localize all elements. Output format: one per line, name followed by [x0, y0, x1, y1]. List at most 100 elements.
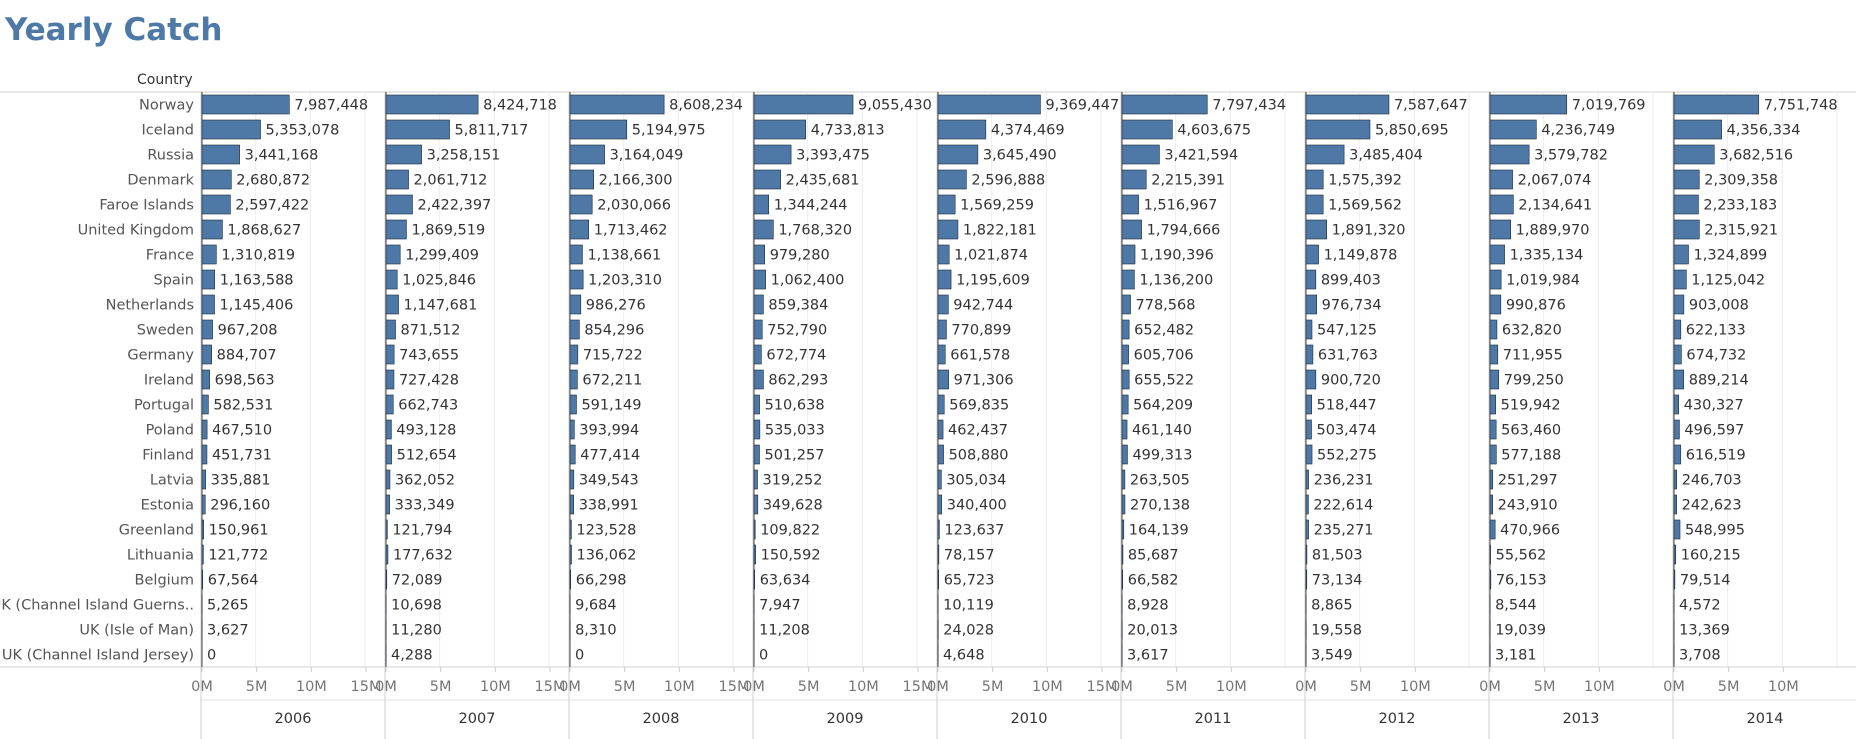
bar-2011-france — [1121, 244, 1136, 265]
bar-2011-denmark — [1121, 169, 1147, 190]
tick-label-2007-0m: 0M — [375, 679, 397, 695]
bar-2008-sweden — [569, 319, 580, 340]
bar-2013-ireland — [1489, 369, 1500, 390]
value-label-2013-united-kingdom: 1,889,970 — [1516, 223, 1590, 239]
bar-2008-estonia — [569, 494, 575, 515]
bar-2008-lithuania — [569, 544, 572, 565]
bar-2009-norway — [753, 94, 854, 115]
bar-2010-poland — [937, 419, 944, 440]
bar-2009-faroe-islands — [753, 194, 769, 215]
bar-2009-denmark — [753, 169, 781, 190]
value-label-2009-uk-channel-island-jersey: 0 — [759, 648, 768, 664]
bar-2012-denmark — [1305, 169, 1324, 190]
value-label-2006-spain: 1,163,588 — [220, 273, 294, 289]
value-label-2007-estonia: 333,349 — [395, 498, 455, 514]
bar-2014-denmark — [1673, 169, 1700, 190]
value-label-2011-iceland: 4,603,675 — [1177, 123, 1251, 139]
bar-2008-faroe-islands — [569, 194, 593, 215]
bar-2009-estonia — [753, 494, 759, 515]
value-label-2006-united-kingdom: 1,868,627 — [227, 223, 301, 239]
value-label-2008-russia: 3,164,049 — [610, 148, 684, 164]
bar-2007-faroe-islands — [385, 194, 413, 215]
value-label-2013-lithuania: 55,562 — [1496, 548, 1547, 564]
value-label-2013-netherlands: 990,876 — [1506, 298, 1566, 314]
value-label-2009-russia: 3,393,475 — [796, 148, 870, 164]
bar-2013-belgium — [1489, 569, 1492, 590]
bar-2010-denmark — [937, 169, 967, 190]
value-label-2011-germany: 605,706 — [1134, 348, 1194, 364]
bar-2011-spain — [1121, 269, 1135, 290]
bar-2007-poland — [385, 419, 392, 440]
value-label-2011-uk-channel-island-jersey: 3,617 — [1127, 648, 1169, 664]
value-label-2012-faroe-islands: 1,569,562 — [1328, 198, 1402, 214]
bar-2008-poland — [569, 419, 575, 440]
value-label-2014-netherlands: 903,008 — [1689, 298, 1749, 314]
bar-2013-greenland — [1489, 519, 1496, 540]
bar-2009-greenland — [753, 519, 756, 540]
bar-2007-sweden — [385, 319, 396, 340]
bar-2007-denmark — [385, 169, 409, 190]
value-label-2008-uk-channel-island-jersey: 0 — [575, 648, 584, 664]
tick-label-2009-0m: 0M — [743, 679, 765, 695]
value-label-2011-estonia: 270,138 — [1130, 498, 1190, 514]
value-label-2013-germany: 711,955 — [1503, 348, 1563, 364]
bar-2011-sweden — [1121, 319, 1130, 340]
value-label-2012-france: 1,149,878 — [1324, 248, 1398, 264]
value-label-2012-iceland: 5,850,695 — [1375, 123, 1449, 139]
value-label-2011-united-kingdom: 1,794,666 — [1147, 223, 1221, 239]
country-label-russia: Russia — [147, 148, 194, 164]
value-label-2014-lithuania: 160,215 — [1681, 548, 1741, 564]
value-label-2012-netherlands: 976,734 — [1322, 298, 1382, 314]
bar-2012-greenland — [1305, 519, 1309, 540]
value-label-2006-portugal: 582,531 — [213, 398, 273, 414]
value-label-2008-norway: 8,608,234 — [669, 98, 743, 114]
value-label-2013-denmark: 2,067,074 — [1518, 173, 1592, 189]
bar-2011-latvia — [1121, 469, 1126, 490]
value-label-2007-germany: 743,655 — [399, 348, 459, 364]
country-label-uk-isle-of-man: UK (Isle of Man) — [79, 623, 194, 639]
value-label-2006-norway: 7,987,448 — [294, 98, 368, 114]
value-label-2007-belgium: 72,089 — [392, 573, 443, 589]
bar-2006-poland — [201, 419, 208, 440]
value-label-2012-poland: 503,474 — [1317, 423, 1377, 439]
bar-2008-united-kingdom — [569, 219, 590, 240]
country-label-lithuania: Lithuania — [127, 548, 194, 564]
bar-2007-spain — [385, 269, 398, 290]
bar-2009-germany — [753, 344, 762, 365]
value-label-2011-sweden: 652,482 — [1134, 323, 1194, 339]
value-label-2006-poland: 467,510 — [212, 423, 272, 439]
value-label-2009-sweden: 752,790 — [767, 323, 827, 339]
value-label-2009-poland: 535,033 — [765, 423, 825, 439]
bar-2012-france — [1305, 244, 1319, 265]
tick-label-2010-10m: 10M — [1032, 679, 1063, 695]
value-label-2006-uk-channel-island-guerns: 5,265 — [207, 598, 249, 614]
value-label-2010-uk-isle-of-man: 24,028 — [943, 623, 994, 639]
value-label-2006-sweden: 967,208 — [218, 323, 278, 339]
bar-2013-latvia — [1489, 469, 1494, 490]
bar-2014-belgium — [1673, 569, 1676, 590]
value-label-2014-latvia: 246,703 — [1682, 473, 1742, 489]
bar-2011-united-kingdom — [1121, 219, 1142, 240]
tick-label-2013-5m: 5M — [1534, 679, 1556, 695]
value-label-2008-poland: 393,994 — [579, 423, 639, 439]
bar-2011-greenland — [1121, 519, 1125, 540]
bar-2008-spain — [569, 269, 584, 290]
value-label-2014-russia: 3,682,516 — [1719, 148, 1793, 164]
bar-2014-netherlands — [1673, 294, 1685, 315]
bar-2010-faroe-islands — [937, 194, 956, 215]
bar-2007-finland — [385, 444, 392, 465]
value-label-2009-ireland: 862,293 — [768, 373, 828, 389]
bar-2009-belgium — [753, 569, 755, 590]
bar-2010-ireland — [937, 369, 949, 390]
bar-2006-lithuania — [201, 544, 204, 565]
bar-2007-germany — [385, 344, 395, 365]
bar-2012-united-kingdom — [1305, 219, 1327, 240]
bar-2008-portugal — [569, 394, 577, 415]
bar-2014-iceland — [1673, 119, 1722, 140]
value-label-2008-iceland: 5,194,975 — [632, 123, 706, 139]
bar-2006-faroe-islands — [201, 194, 231, 215]
bar-2006-germany — [201, 344, 212, 365]
country-label-latvia: Latvia — [150, 473, 194, 489]
value-label-2007-poland: 493,128 — [396, 423, 456, 439]
value-label-2011-belgium: 66,582 — [1128, 573, 1179, 589]
